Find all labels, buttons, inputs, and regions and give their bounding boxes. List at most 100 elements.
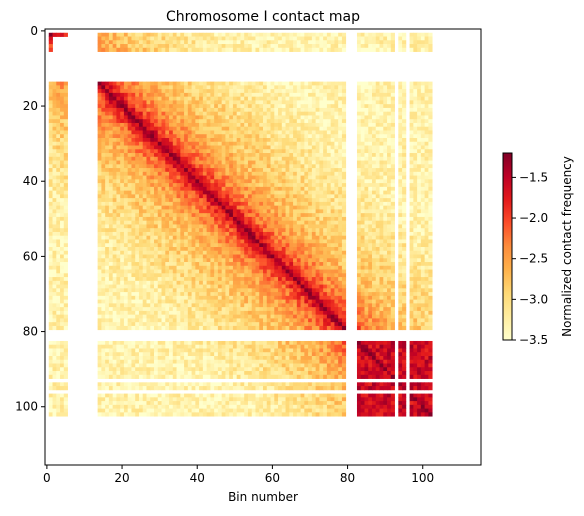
heatmap-cell (214, 156, 219, 161)
heatmap-cell (225, 183, 230, 188)
heatmap-cell (123, 130, 129, 135)
heatmap-cell (296, 224, 301, 229)
heatmap-cell (266, 47, 271, 52)
heatmap-cell (165, 138, 170, 143)
heatmap-cell (63, 269, 68, 274)
heatmap-cell (420, 205, 426, 210)
heatmap-cell (127, 194, 132, 199)
heatmap-cell (195, 209, 200, 214)
heatmap-cell (236, 190, 241, 195)
heatmap-cell (236, 216, 241, 222)
heatmap-cell (206, 209, 211, 214)
heatmap-cell (259, 224, 264, 229)
heatmap-cell (387, 92, 392, 98)
heatmap-cell (184, 258, 189, 263)
heatmap-cell (270, 228, 275, 233)
heatmap-cell (195, 190, 200, 195)
heatmap-cell (202, 254, 208, 259)
heatmap-cell (236, 81, 241, 86)
heatmap-cell (270, 216, 275, 222)
heatmap-cell (169, 179, 174, 184)
heatmap-cell (116, 201, 121, 207)
heatmap-cell (108, 269, 114, 274)
heatmap-cell (146, 119, 151, 124)
heatmap-cell (323, 44, 328, 49)
heatmap-cell (270, 126, 275, 131)
heatmap-cell (387, 149, 392, 154)
heatmap-cell (379, 171, 384, 176)
heatmap-cell (300, 231, 305, 237)
heatmap-cell (187, 231, 192, 237)
heatmap-cell (247, 111, 253, 116)
heatmap-cell (123, 243, 129, 248)
heatmap-cell (420, 164, 426, 169)
heatmap-cell (206, 156, 211, 161)
heatmap-cell (356, 96, 362, 101)
heatmap-cell (169, 213, 174, 218)
heatmap-cell (390, 239, 395, 244)
heatmap-cell (101, 36, 106, 41)
heatmap-cell (112, 168, 117, 173)
heatmap-cell (105, 265, 110, 270)
heatmap-cell (417, 175, 422, 180)
heatmap-cell (236, 115, 241, 120)
heatmap-cell (52, 258, 57, 263)
heatmap-cell (304, 96, 309, 101)
heatmap-cell (330, 47, 335, 52)
heatmap-cell (398, 81, 403, 86)
heatmap-cell (101, 262, 106, 267)
heatmap-cell (274, 254, 279, 259)
heatmap-cell (221, 220, 226, 225)
heatmap-cell (105, 32, 110, 37)
heatmap-cell (270, 149, 275, 154)
heatmap-cell (281, 100, 286, 105)
heatmap-cell (63, 119, 68, 124)
heatmap-cell (387, 216, 392, 222)
heatmap-cell (172, 141, 177, 146)
heatmap-cell (221, 126, 226, 131)
heatmap-cell (123, 265, 129, 270)
heatmap-cell (138, 194, 144, 199)
heatmap-cell (259, 138, 264, 143)
heatmap-cell (138, 239, 144, 244)
heatmap-cell (138, 85, 144, 90)
heatmap-cell (236, 149, 241, 154)
heatmap-cell (244, 122, 249, 128)
heatmap-cell (315, 104, 320, 109)
heatmap-cell (428, 156, 433, 161)
heatmap-cell (338, 89, 343, 94)
heatmap-cell (315, 205, 320, 210)
heatmap-cell (199, 209, 204, 214)
heatmap-cell (274, 194, 279, 199)
heatmap-cell (379, 130, 384, 135)
heatmap-cell (206, 224, 211, 229)
heatmap-cell (375, 40, 380, 45)
heatmap-cell (101, 179, 106, 184)
heatmap-cell (293, 156, 298, 161)
heatmap-cell (413, 36, 418, 41)
heatmap-cell (244, 186, 249, 192)
heatmap-cell (169, 205, 174, 210)
heatmap-cell (225, 224, 230, 229)
heatmap-cell (360, 224, 365, 229)
heatmap-cell (255, 134, 260, 139)
heatmap-cell (330, 160, 335, 165)
heatmap-cell (101, 92, 106, 98)
heatmap-cell (180, 190, 185, 195)
heatmap-cell (387, 198, 392, 203)
heatmap-cell (105, 258, 110, 263)
heatmap-cell (372, 194, 377, 199)
heatmap-cell (150, 201, 155, 207)
heatmap-cell (368, 168, 373, 173)
heatmap-cell (311, 224, 317, 229)
heatmap-cell (165, 92, 170, 98)
heatmap-cell (383, 209, 388, 214)
heatmap-cell (364, 107, 369, 113)
heatmap-cell (402, 40, 407, 45)
heatmap-cell (225, 216, 230, 222)
heatmap-cell (409, 96, 414, 101)
heatmap-cell (101, 104, 106, 109)
heatmap-cell (63, 171, 68, 176)
heatmap-cell (112, 126, 117, 131)
heatmap-cell (131, 40, 136, 45)
